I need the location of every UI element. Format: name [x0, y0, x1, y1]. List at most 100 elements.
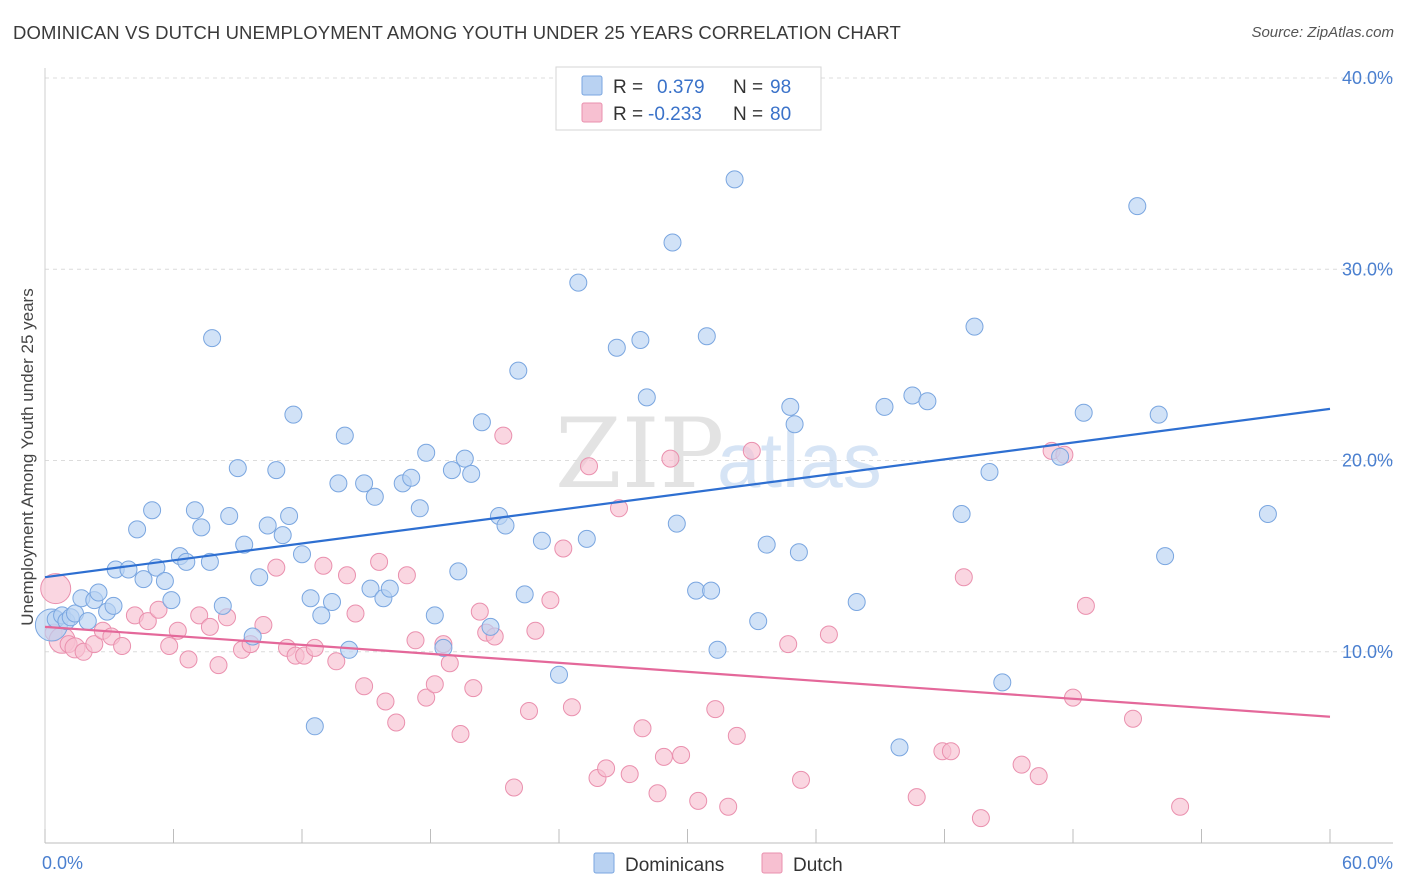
point-dutch — [464, 679, 483, 698]
bottom-legend-label-dutch: Dutch — [793, 855, 843, 876]
y-tick-labels: 10.0% 20.0% 30.0% 40.0% — [1342, 68, 1393, 662]
point-dutch — [505, 778, 523, 797]
point-dominicans — [708, 640, 727, 659]
point-dominicans — [361, 579, 380, 598]
point-dutch — [742, 441, 761, 460]
point-dutch — [672, 746, 691, 764]
point-dutch — [819, 625, 838, 644]
point-dutch — [1029, 767, 1048, 786]
point-dutch — [85, 635, 104, 654]
point-dominicans — [434, 638, 453, 657]
point-dutch — [267, 558, 286, 577]
point-dutch — [526, 621, 545, 640]
point-dominicans — [577, 529, 596, 548]
point-dutch — [541, 591, 560, 610]
y-tick-label: 40.0% — [1342, 68, 1393, 88]
point-dominicans — [410, 499, 429, 518]
legend-r-value-dominicans: 0.379 — [657, 77, 705, 98]
point-dominicans — [119, 560, 138, 579]
point-dominicans — [213, 596, 232, 615]
point-dominicans — [128, 520, 147, 539]
legend-r-label-dominicans: R = — [613, 77, 643, 98]
point-dutch — [305, 638, 324, 657]
point-dominicans — [667, 514, 686, 533]
trend-line-dominicans — [44, 407, 1331, 579]
point-dutch — [648, 784, 667, 803]
point-dominicans — [952, 505, 971, 523]
point-dominicans — [293, 545, 311, 564]
point-dominicans — [442, 461, 461, 480]
legend-n-value-dominicans: 98 — [770, 77, 791, 98]
point-dutch — [138, 612, 157, 631]
point-dominicans — [1128, 197, 1147, 216]
point-dutch — [580, 457, 598, 476]
point-dominicans — [550, 665, 568, 684]
point-dutch — [562, 698, 581, 717]
point-dominicans — [1149, 405, 1168, 424]
point-dominicans — [284, 405, 303, 424]
point-dutch — [370, 552, 389, 571]
point-dominicans — [143, 501, 162, 520]
point-dutch — [954, 568, 973, 587]
series-dominicans — [34, 170, 1277, 757]
point-dutch — [470, 602, 489, 621]
legend-swatch-dominicans — [581, 75, 603, 96]
point-dutch — [190, 606, 209, 625]
point-dutch — [706, 700, 725, 719]
point-dutch — [554, 539, 573, 558]
point-dominicans — [918, 392, 937, 411]
point-dominicans — [462, 464, 481, 483]
point-dominicans — [496, 516, 515, 535]
x-tick-label-min: 0.0% — [42, 853, 83, 873]
point-dominicans — [78, 612, 97, 631]
point-dominicans — [702, 581, 721, 600]
point-dominicans — [340, 640, 359, 659]
point-dominicans — [847, 593, 866, 611]
point-dominicans — [663, 233, 682, 252]
point-dutch — [661, 449, 680, 468]
point-dominicans — [993, 673, 1012, 692]
point-dutch — [494, 426, 513, 445]
point-dutch — [610, 499, 628, 518]
point-dominicans — [903, 386, 922, 405]
point-dominicans — [417, 443, 436, 462]
point-dominicans — [258, 516, 277, 535]
point-dominicans — [980, 463, 999, 481]
point-dutch — [451, 725, 470, 743]
point-dominicans — [301, 589, 320, 608]
point-dominicans — [273, 526, 292, 545]
point-dominicans — [402, 468, 421, 487]
point-dutch — [314, 556, 333, 575]
point-dominicans — [89, 583, 108, 602]
series-dutch — [40, 426, 1190, 828]
point-dominicans — [203, 329, 222, 348]
bottom-legend-swatch-dominicans — [593, 852, 615, 874]
point-dutch — [633, 719, 652, 738]
point-dutch — [387, 713, 406, 732]
point-dutch — [200, 617, 219, 636]
point-dominicans — [631, 331, 650, 349]
point-dominicans — [875, 397, 894, 416]
y-axis-title: Unemployment Among Youth under 25 years — [18, 288, 37, 625]
point-dominicans — [749, 612, 768, 631]
point-dutch — [417, 688, 436, 707]
point-dominicans — [220, 507, 239, 525]
point-dominicans — [789, 543, 808, 562]
legend-swatch-dutch — [581, 102, 603, 123]
point-dominicans — [162, 591, 181, 610]
y-tick-label: 30.0% — [1342, 259, 1393, 279]
point-dominicans — [1156, 547, 1175, 566]
point-dutch — [179, 650, 198, 669]
point-dutch — [397, 566, 416, 585]
point-dominicans — [134, 570, 153, 589]
point-dominicans — [449, 562, 468, 581]
point-dominicans — [1258, 505, 1277, 523]
point-dominicans — [965, 317, 984, 336]
point-dominicans — [104, 596, 123, 615]
point-dutch — [355, 677, 374, 696]
point-dutch — [941, 742, 960, 761]
point-dutch — [719, 797, 738, 816]
point-dominicans — [329, 474, 348, 493]
point-dutch — [113, 637, 132, 655]
point-dutch — [1012, 755, 1031, 774]
